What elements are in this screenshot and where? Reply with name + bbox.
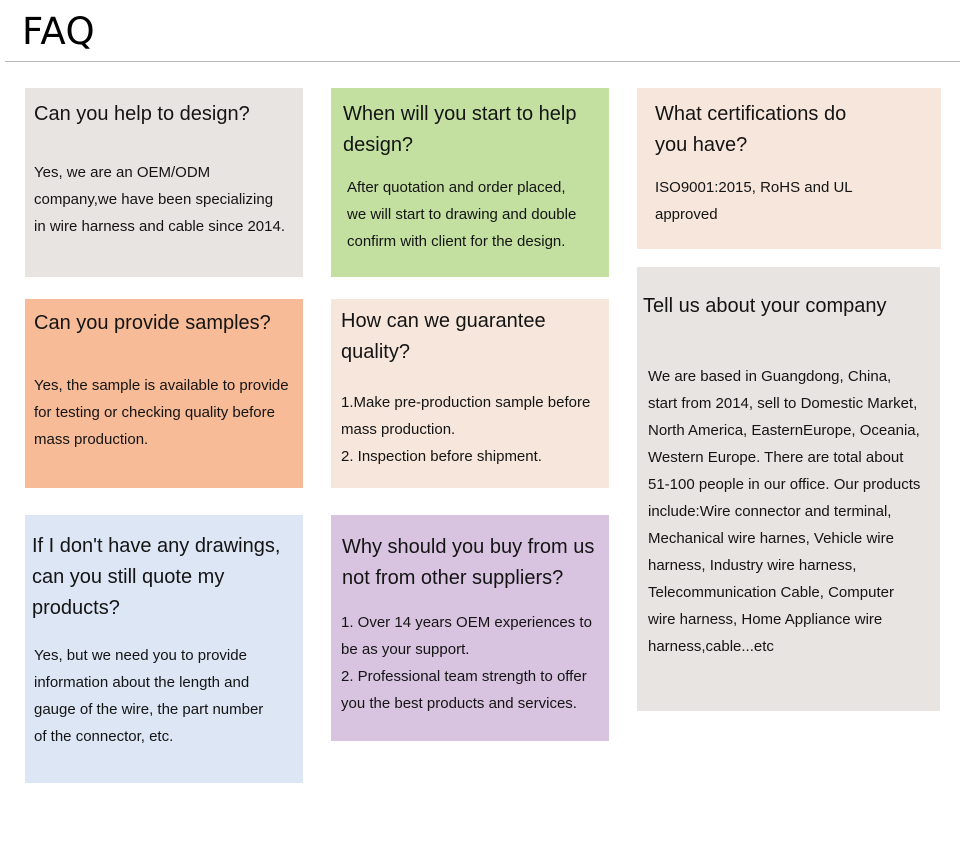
faq-card-quality: How can we guarantee quality? 1.Make pre-p…	[331, 299, 609, 488]
faq-answer: After quotation and order placed, we will…	[347, 174, 576, 255]
question-line: quality?	[341, 341, 410, 363]
answer-line: 1. Over 14 years OEM experiences to	[341, 614, 592, 631]
answer-line: for testing or checking quality before	[34, 404, 275, 421]
faq-card-why-buy: Why should you buy from us not from other…	[331, 515, 609, 741]
faq-card-no-drawings: If I don't have any drawings, can you sti…	[25, 515, 303, 783]
page-title: FAQ	[22, 10, 96, 53]
answer-line: Mechanical wire harnes, Vehicle wire	[648, 530, 894, 547]
question-line: not from other suppliers?	[342, 567, 564, 589]
faq-answer: Yes, but we need you to provide informati…	[34, 642, 263, 750]
faq-question: Why should you buy from us not from other…	[342, 532, 594, 594]
faq-question: Tell us about your company	[643, 291, 886, 322]
header-divider	[5, 61, 960, 62]
question-line: you have?	[655, 134, 748, 156]
answer-line: you the best products and services.	[341, 695, 577, 712]
answer-line: We are based in Guangdong, China,	[648, 368, 892, 385]
answer-line: Western Europe. There are total about	[648, 449, 904, 466]
answer-line: Yes, the sample is available to provide	[34, 377, 289, 394]
question-line: products?	[32, 597, 120, 619]
question-line: design?	[343, 134, 414, 156]
question-line: Why should you buy from us	[342, 536, 595, 558]
answer-line: company,we have been specializing	[34, 191, 274, 208]
answer-line: North America, EasternEurope, Oceania,	[648, 422, 920, 439]
faq-card-samples: Can you provide samples? Yes, the sample …	[25, 299, 303, 488]
answer-line: 51-100 people in our office. Our product…	[648, 476, 921, 493]
faq-question: Can you help to design?	[34, 99, 250, 130]
answer-line: 2. Inspection before shipment.	[341, 448, 542, 465]
faq-answer: 1. Over 14 years OEM experiences to be as…	[341, 609, 592, 717]
answer-line: After quotation and order placed,	[347, 179, 566, 196]
faq-question: How can we guarantee quality?	[341, 306, 546, 368]
answer-line: harness, Industry wire harness,	[648, 557, 857, 574]
faq-question: If I don't have any drawings, can you sti…	[32, 531, 280, 624]
question-line: When will you start to help	[343, 103, 577, 125]
answer-line: in wire harness and cable since 2014.	[34, 218, 285, 235]
answer-line: gauge of the wire, the part number	[34, 701, 264, 718]
answer-line: mass production.	[341, 421, 456, 438]
answer-line: ISO9001:2015, RoHS and UL	[655, 179, 853, 196]
answer-line: approved	[655, 206, 718, 223]
answer-line: Yes, but we need you to provide	[34, 647, 247, 664]
answer-line: 2. Professional team strength to offer	[341, 668, 587, 685]
answer-line: confirm with client for the design.	[347, 233, 566, 250]
faq-question: Can you provide samples?	[34, 308, 271, 339]
question-line: If I don't have any drawings,	[32, 535, 281, 557]
faq-card-certifications: What certifications do you have? ISO9001:2…	[637, 88, 941, 249]
answer-line: start from 2014, sell to Domestic Market…	[648, 395, 918, 412]
faq-answer: Yes, we are an OEM/ODM company,we have be…	[34, 159, 285, 240]
question-line: Tell us about your company	[643, 295, 887, 317]
question-line: can you still quote my	[32, 566, 225, 588]
answer-line: we will start to drawing and double	[347, 206, 577, 223]
faq-question: When will you start to help design?	[343, 99, 576, 161]
question-line: Can you help to design?	[34, 103, 250, 125]
faq-card-design-start: When will you start to help design? After …	[331, 88, 609, 277]
answer-line: Yes, we are an OEM/ODM	[34, 164, 211, 181]
faq-answer: ISO9001:2015, RoHS and UL approved	[655, 174, 853, 228]
faq-answer: 1.Make pre-production sample before mass …	[341, 389, 590, 470]
faq-question: What certifications do you have?	[655, 99, 846, 161]
faq-answer: Yes, the sample is available to provide f…	[34, 372, 289, 453]
answer-line: mass production.	[34, 431, 149, 448]
question-line: What certifications do	[655, 103, 847, 125]
faq-card-company: Tell us about your company We are based i…	[637, 267, 940, 711]
answer-line: of the connector, etc.	[34, 728, 174, 745]
question-line: Can you provide samples?	[34, 312, 271, 334]
answer-line: harness,cable...etc	[648, 638, 774, 655]
answer-line: information about the length and	[34, 674, 250, 691]
faq-answer: We are based in Guangdong, China, start f…	[648, 363, 920, 660]
question-line: How can we guarantee	[341, 310, 546, 332]
answer-line: Telecommunication Cable, Computer	[648, 584, 894, 601]
answer-line: 1.Make pre-production sample before	[341, 394, 591, 411]
faq-card-design-help: Can you help to design? Yes, we are an OE…	[25, 88, 303, 277]
answer-line: wire harness, Home Appliance wire	[648, 611, 883, 628]
answer-line: include:Wire connector and terminal,	[648, 503, 892, 520]
answer-line: be as your support.	[341, 641, 470, 658]
